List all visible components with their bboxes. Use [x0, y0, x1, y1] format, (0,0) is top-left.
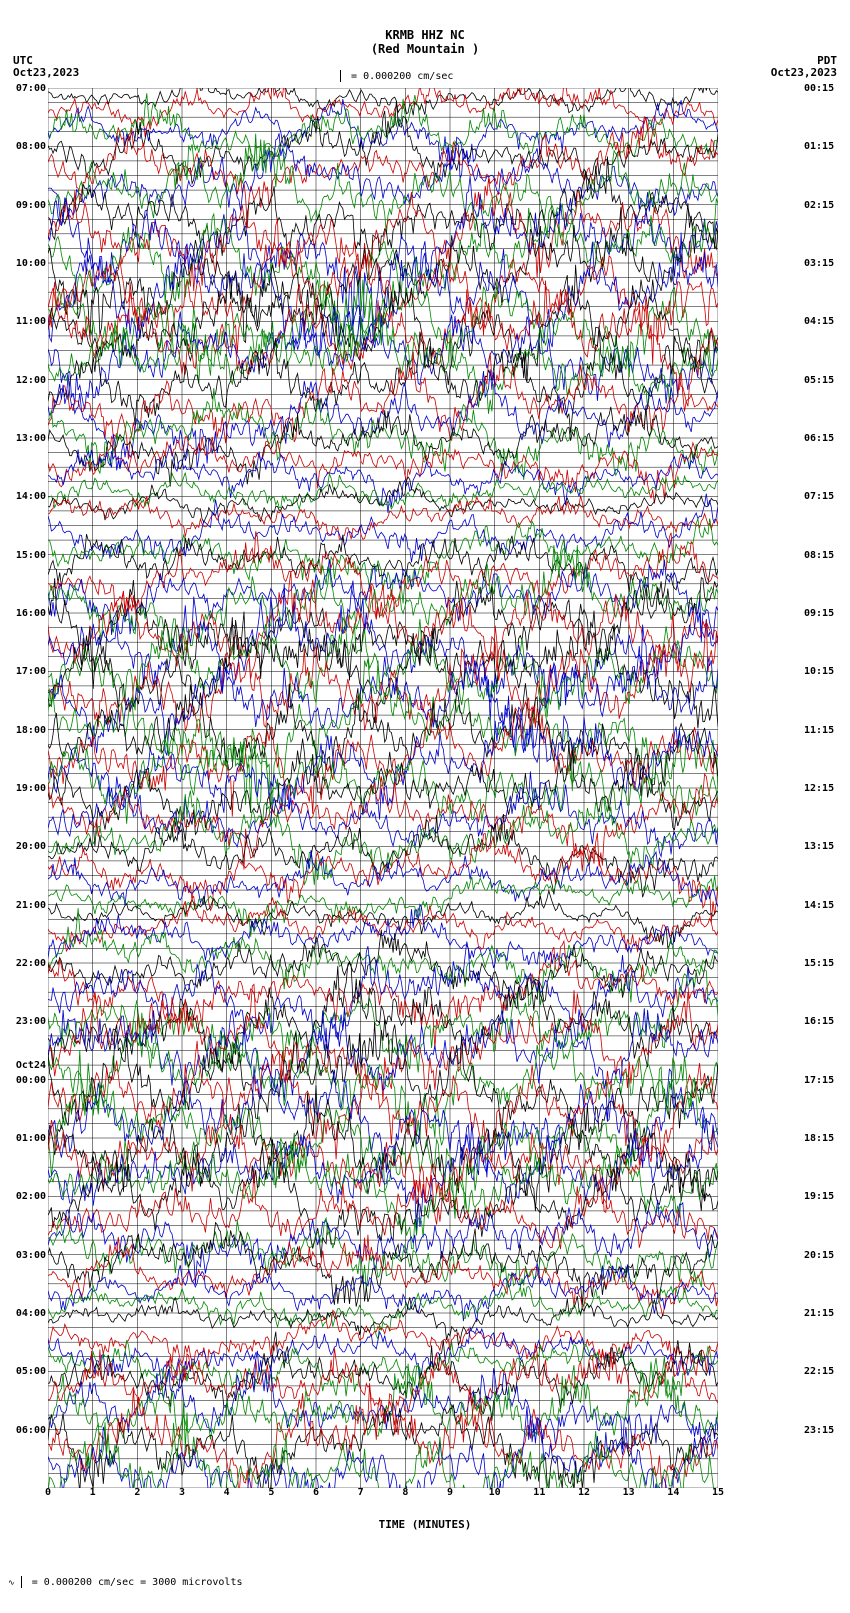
hour-label-left: 10:00 [16, 258, 46, 269]
hour-label-left: 19:00 [16, 783, 46, 794]
hour-label-right: 13:15 [804, 841, 834, 852]
hour-label-right: 07:15 [804, 491, 834, 502]
hour-label-right: 00:15 [804, 83, 834, 94]
hour-label-right: 20:15 [804, 1250, 834, 1261]
hour-label-left: 00:00 [16, 1075, 46, 1086]
x-tick: 7 [358, 1487, 364, 1498]
hour-label-right: 02:15 [804, 200, 834, 211]
hour-label-right: 22:15 [804, 1366, 834, 1377]
x-tick: 6 [313, 1487, 319, 1498]
scale-text: = 0.000200 cm/sec [351, 71, 453, 82]
x-tick: 12 [578, 1487, 590, 1498]
hour-label-left: 02:00 [16, 1191, 46, 1202]
plot-area [48, 88, 718, 1488]
hour-label-right: 11:15 [804, 725, 834, 736]
station-subtitle: (Red Mountain ) [0, 42, 850, 56]
hour-label-left: 23:00 [16, 1016, 46, 1027]
hour-label-right: 10:15 [804, 666, 834, 677]
footer-scale-bar-icon [21, 1576, 22, 1588]
hour-label-left: 17:00 [16, 666, 46, 677]
hour-label-right: 16:15 [804, 1016, 834, 1027]
right-hour-labels: 00:1501:1502:1503:1504:1505:1506:1507:15… [804, 88, 842, 1488]
hour-label-right: 17:15 [804, 1075, 834, 1086]
hour-label-left: 08:00 [16, 141, 46, 152]
hour-label-right: 18:15 [804, 1133, 834, 1144]
footer-scale: ∿ = 0.000200 cm/sec = 3000 microvolts [8, 1576, 242, 1588]
x-tick: 0 [45, 1487, 51, 1498]
hour-label-left: 03:00 [16, 1250, 46, 1261]
date-left-label: Oct23,2023 [13, 66, 79, 79]
trace-svg [48, 88, 718, 1488]
hour-label-left: 11:00 [16, 316, 46, 327]
x-tick: 10 [489, 1487, 501, 1498]
hour-label-right: 03:15 [804, 258, 834, 269]
x-axis-title: TIME (MINUTES) [0, 1518, 850, 1531]
hour-label-left: 12:00 [16, 375, 46, 386]
hour-label-right: 23:15 [804, 1425, 834, 1436]
hour-label-right: 19:15 [804, 1191, 834, 1202]
hour-label-left: 16:00 [16, 608, 46, 619]
hour-label-right: 21:15 [804, 1308, 834, 1319]
x-tick: 3 [179, 1487, 185, 1498]
hour-label-right: 06:15 [804, 433, 834, 444]
hour-label-left: 04:00 [16, 1308, 46, 1319]
x-tick: 4 [224, 1487, 230, 1498]
hour-label-left: 18:00 [16, 725, 46, 736]
hour-label-left: 21:00 [16, 900, 46, 911]
hour-label-left: 05:00 [16, 1366, 46, 1377]
hour-label-left: 06:00 [16, 1425, 46, 1436]
date-right-label: Oct23,2023 [771, 66, 837, 79]
hour-label-left: 14:00 [16, 491, 46, 502]
x-tick: 14 [667, 1487, 679, 1498]
hour-label-right: 15:15 [804, 958, 834, 969]
scale-indicator: = 0.000200 cm/sec [340, 70, 453, 82]
hour-label-left: 09:00 [16, 200, 46, 211]
hour-label-left: 22:00 [16, 958, 46, 969]
left-hour-labels: 07:0008:0009:0010:0011:0012:0013:0014:00… [8, 88, 46, 1488]
hour-label-right: 09:15 [804, 608, 834, 619]
x-tick: 5 [268, 1487, 274, 1498]
x-tick: 9 [447, 1487, 453, 1498]
x-tick: 8 [402, 1487, 408, 1498]
hour-label-left: 07:00 [16, 83, 46, 94]
x-tick: 2 [134, 1487, 140, 1498]
hour-label-right: 05:15 [804, 375, 834, 386]
hour-label-left: 15:00 [16, 550, 46, 561]
x-tick: 1 [90, 1487, 96, 1498]
seismogram-container: KRMB HHZ NC (Red Mountain ) UTC PDT Oct2… [0, 0, 850, 1613]
station-title: KRMB HHZ NC [0, 28, 850, 42]
hour-label-right: 04:15 [804, 316, 834, 327]
hour-label-right: 01:15 [804, 141, 834, 152]
day-break-label: Oct24 [16, 1060, 46, 1071]
footer-text: = 0.000200 cm/sec = 3000 microvolts [32, 1577, 243, 1588]
hour-label-right: 08:15 [804, 550, 834, 561]
x-tick: 11 [533, 1487, 545, 1498]
scale-bar-icon [340, 70, 341, 82]
hour-label-right: 14:15 [804, 900, 834, 911]
x-tick: 13 [623, 1487, 635, 1498]
x-tick: 15 [712, 1487, 724, 1498]
hour-label-right: 12:15 [804, 783, 834, 794]
hour-label-left: 01:00 [16, 1133, 46, 1144]
x-axis: 0123456789101112131415 [48, 1485, 718, 1515]
hour-label-left: 13:00 [16, 433, 46, 444]
hour-label-left: 20:00 [16, 841, 46, 852]
